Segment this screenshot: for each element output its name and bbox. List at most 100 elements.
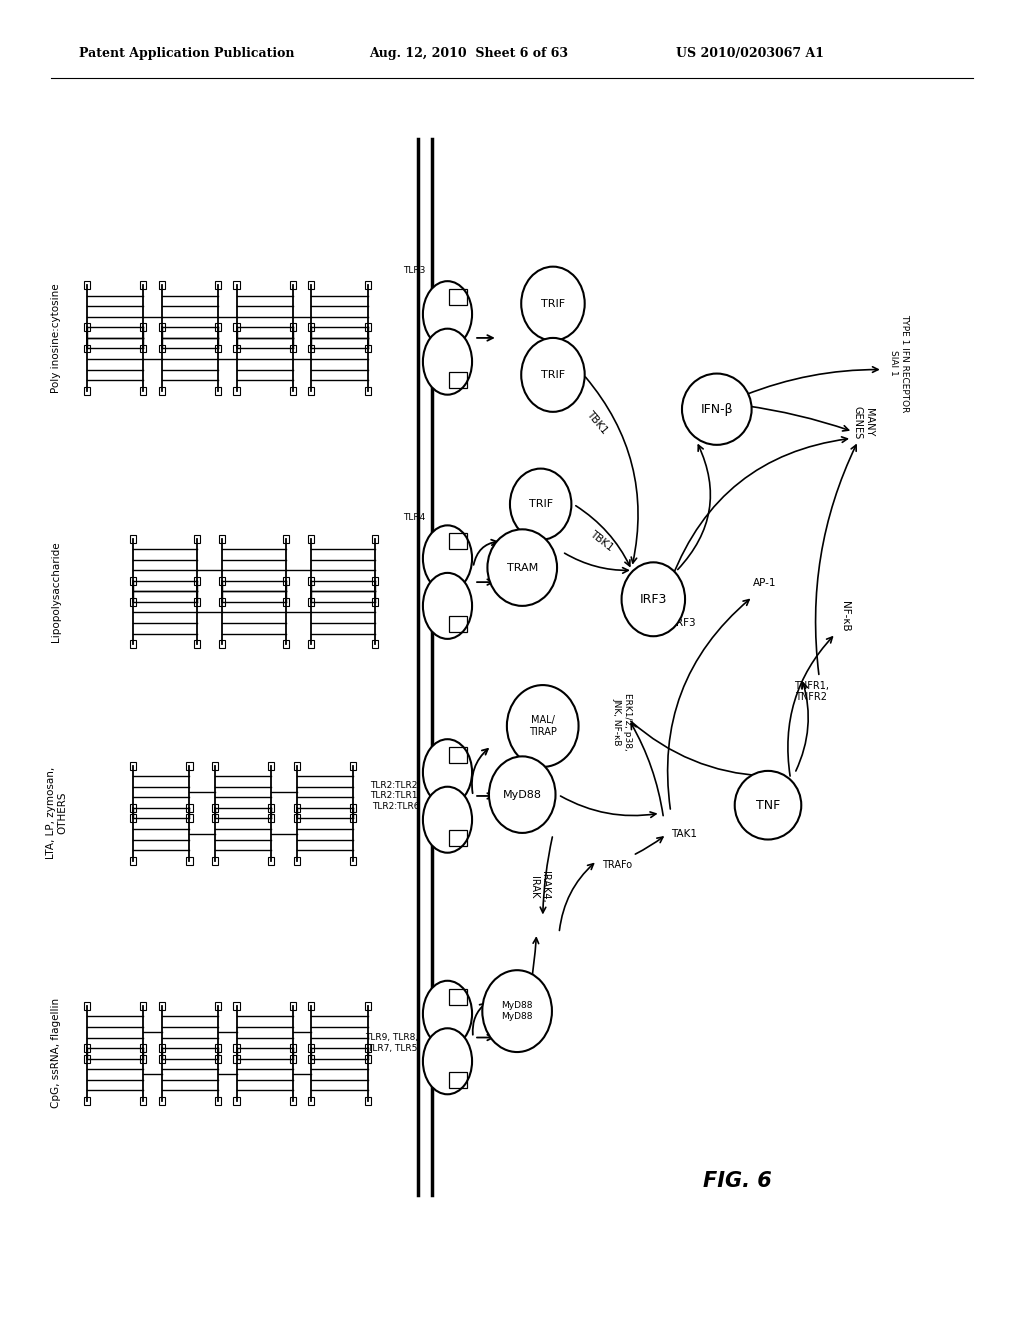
- Bar: [130, 804, 136, 812]
- Bar: [219, 535, 225, 543]
- Bar: [84, 387, 90, 395]
- Bar: [215, 1002, 221, 1010]
- Bar: [365, 1044, 371, 1052]
- Bar: [215, 345, 221, 352]
- Bar: [186, 762, 193, 770]
- Bar: [283, 640, 289, 648]
- Bar: [365, 387, 371, 395]
- Bar: [268, 857, 274, 865]
- Bar: [84, 1097, 90, 1105]
- Ellipse shape: [489, 756, 555, 833]
- Bar: [140, 1097, 146, 1105]
- Ellipse shape: [682, 374, 752, 445]
- Bar: [233, 345, 240, 352]
- Bar: [215, 1097, 221, 1105]
- Bar: [219, 577, 225, 585]
- Ellipse shape: [507, 685, 579, 767]
- Text: MANY
GENES: MANY GENES: [852, 405, 874, 440]
- Text: TRIF: TRIF: [528, 499, 553, 510]
- Bar: [159, 323, 165, 331]
- Text: IRF3: IRF3: [673, 618, 695, 628]
- Bar: [212, 804, 218, 812]
- Bar: [308, 535, 314, 543]
- Text: IRF3: IRF3: [640, 593, 667, 606]
- Bar: [449, 533, 467, 549]
- Bar: [308, 323, 314, 331]
- Text: Lipopolysaccharide: Lipopolysaccharide: [51, 541, 61, 642]
- Text: LTA, LP, zymosan,
OTHERS: LTA, LP, zymosan, OTHERS: [45, 767, 68, 859]
- Bar: [194, 577, 200, 585]
- Bar: [449, 289, 467, 305]
- Bar: [233, 323, 240, 331]
- Text: ERK1/2, p38,
JNK, NF-κB: ERK1/2, p38, JNK, NF-κB: [613, 693, 632, 751]
- Bar: [233, 1044, 240, 1052]
- Bar: [212, 814, 218, 822]
- Ellipse shape: [487, 529, 557, 606]
- Bar: [308, 1097, 314, 1105]
- Ellipse shape: [510, 469, 571, 540]
- Bar: [194, 598, 200, 606]
- Ellipse shape: [423, 573, 472, 639]
- Text: TLR4: TLR4: [402, 513, 425, 521]
- Text: AP-1: AP-1: [753, 578, 776, 589]
- Bar: [294, 857, 300, 865]
- Ellipse shape: [423, 281, 472, 347]
- Text: TLR9, TLR8,
TLR7, TLR5: TLR9, TLR8, TLR7, TLR5: [365, 1034, 418, 1052]
- Bar: [449, 1072, 467, 1088]
- Bar: [215, 281, 221, 289]
- Text: TRIF: TRIF: [541, 370, 565, 380]
- Bar: [84, 1055, 90, 1063]
- Bar: [215, 387, 221, 395]
- Bar: [290, 1044, 296, 1052]
- Bar: [308, 640, 314, 648]
- Text: IFN-β: IFN-β: [700, 403, 733, 416]
- Bar: [365, 1055, 371, 1063]
- Text: IRAK4,
IRAK: IRAK4, IRAK: [528, 871, 551, 903]
- Text: CpG, ssRNA, flagellin: CpG, ssRNA, flagellin: [51, 998, 61, 1109]
- Text: TLR3: TLR3: [402, 267, 425, 275]
- Bar: [140, 1044, 146, 1052]
- Bar: [372, 640, 378, 648]
- Text: TRAM: TRAM: [507, 562, 538, 573]
- Bar: [268, 804, 274, 812]
- Bar: [219, 640, 225, 648]
- Bar: [130, 598, 136, 606]
- Bar: [159, 1044, 165, 1052]
- Bar: [219, 598, 225, 606]
- Bar: [159, 345, 165, 352]
- Bar: [308, 1044, 314, 1052]
- Bar: [130, 640, 136, 648]
- Bar: [268, 762, 274, 770]
- Bar: [194, 535, 200, 543]
- Text: Aug. 12, 2010  Sheet 6 of 63: Aug. 12, 2010 Sheet 6 of 63: [369, 46, 567, 59]
- Bar: [84, 281, 90, 289]
- Bar: [268, 814, 274, 822]
- Text: NF-κB: NF-κB: [840, 601, 850, 632]
- Bar: [130, 814, 136, 822]
- Bar: [212, 762, 218, 770]
- Bar: [84, 323, 90, 331]
- Bar: [130, 762, 136, 770]
- Bar: [159, 281, 165, 289]
- Text: TRAFo: TRAFo: [602, 859, 632, 870]
- Text: Poly inosine:cytosine: Poly inosine:cytosine: [51, 282, 61, 393]
- Ellipse shape: [735, 771, 801, 840]
- Ellipse shape: [521, 267, 585, 341]
- Bar: [194, 640, 200, 648]
- Bar: [159, 1097, 165, 1105]
- Bar: [140, 387, 146, 395]
- Bar: [372, 598, 378, 606]
- Bar: [290, 1097, 296, 1105]
- Bar: [233, 1002, 240, 1010]
- Bar: [215, 1055, 221, 1063]
- Text: TYPE 1 IFN RECEPTOR
SIAI 1: TYPE 1 IFN RECEPTOR SIAI 1: [890, 314, 908, 412]
- Ellipse shape: [521, 338, 585, 412]
- Bar: [283, 577, 289, 585]
- Bar: [290, 281, 296, 289]
- Bar: [159, 1002, 165, 1010]
- Bar: [84, 345, 90, 352]
- Bar: [350, 857, 356, 865]
- Bar: [283, 535, 289, 543]
- Bar: [140, 1055, 146, 1063]
- Bar: [215, 323, 221, 331]
